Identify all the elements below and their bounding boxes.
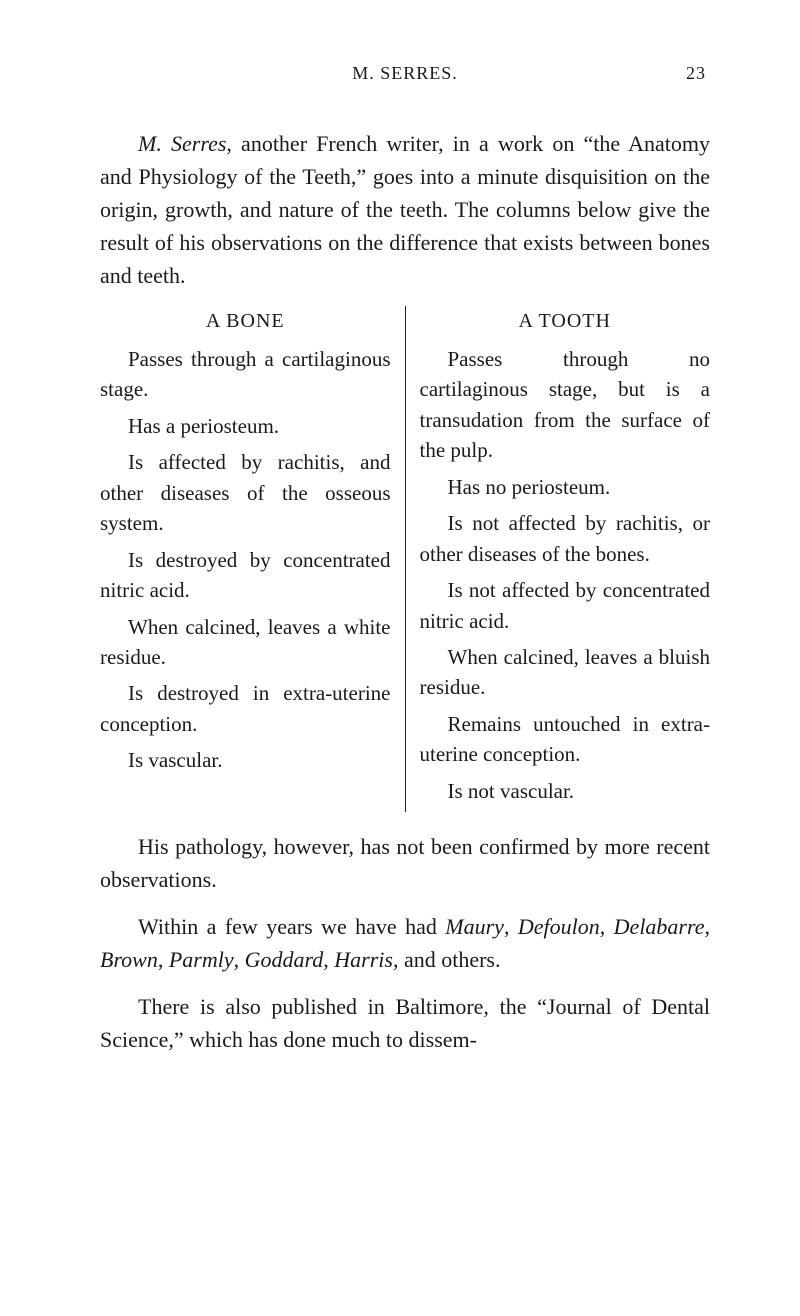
- column-tooth: A TOOTH Passes through no cartilaginous …: [406, 306, 711, 812]
- bone-item: When calcined, leaves a white residue.: [100, 612, 391, 673]
- bone-item: Is destroyed by concentrated nitric acid…: [100, 545, 391, 606]
- tooth-item: When calcined, leaves a bluish residue.: [420, 642, 711, 703]
- page: M. SERRES. 23 M. Serres, another French …: [0, 0, 800, 1316]
- column-tooth-heading: A TOOTH: [420, 306, 711, 336]
- tooth-item: Passes through no cartilaginous stage, b…: [420, 344, 711, 466]
- bone-item: Is affected by rachitis, and other disea…: [100, 447, 391, 538]
- tooth-item: Has no periosteum.: [420, 472, 711, 502]
- tooth-item: Is not affected by rachitis, or other di…: [420, 508, 711, 569]
- column-bone-heading: A BONE: [100, 306, 391, 336]
- after-paragraph-1: His pathology, however, has not been con…: [100, 830, 710, 896]
- page-number: 23: [666, 60, 706, 87]
- after-paragraph-3: There is also published in Baltimore, th…: [100, 990, 710, 1056]
- intro-paragraph: M. Serres, another French writer, in a w…: [100, 127, 710, 292]
- running-title: M. SERRES.: [144, 60, 666, 87]
- comparison-table: A BONE Passes through a cartilaginous st…: [100, 306, 710, 812]
- column-bone: A BONE Passes through a cartilaginous st…: [100, 306, 406, 812]
- tooth-item: Remains untouched in extra-uterine conce…: [420, 709, 711, 770]
- tooth-item: Is not vascular.: [420, 776, 711, 806]
- bone-item: Has a periosteum.: [100, 411, 391, 441]
- running-head: M. SERRES. 23: [100, 60, 710, 87]
- after-paragraph-2: Within a few years we have had Maury, De…: [100, 910, 710, 976]
- bone-item: Passes through a cartilaginous stage.: [100, 344, 391, 405]
- bone-item: Is vascular.: [100, 745, 391, 775]
- running-head-spacer: [104, 60, 144, 87]
- tooth-item: Is not affected by concentrated nitric a…: [420, 575, 711, 636]
- bone-item: Is destroyed in extra-uterine conception…: [100, 678, 391, 739]
